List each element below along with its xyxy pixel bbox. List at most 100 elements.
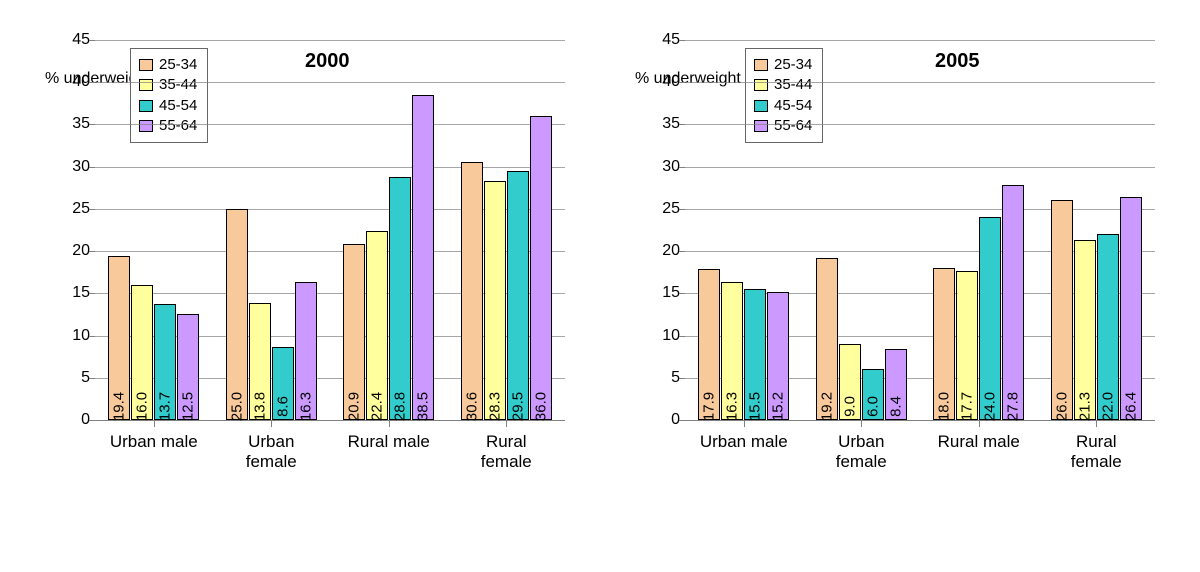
bar-value-label: 27.8 xyxy=(1005,392,1022,421)
bar-group: 30.628.329.536.0Ruralfemale xyxy=(460,116,552,420)
bar-value-label: 19.2 xyxy=(818,392,835,421)
bar-group: 19.416.013.712.5Urban male xyxy=(108,256,200,420)
bar: 13.7 xyxy=(154,304,176,420)
ytick-label: 0 xyxy=(655,411,680,429)
bar: 19.4 xyxy=(108,256,130,420)
bar: 26.0 xyxy=(1051,200,1073,420)
xtick-mark xyxy=(861,420,862,427)
panel-2000: % underweight200025-3435-4445-5455-64051… xyxy=(25,20,585,520)
bar-group: 25.013.88.616.3Urbanfemale xyxy=(225,209,317,420)
bar: 16.0 xyxy=(131,285,153,420)
bar-group: 26.021.322.026.4Ruralfemale xyxy=(1050,197,1142,420)
ytick-label: 45 xyxy=(655,31,680,49)
bar-value-label: 30.6 xyxy=(463,392,480,421)
ytick-mark xyxy=(89,420,95,421)
bar-value-label: 9.0 xyxy=(841,396,858,417)
bar-value-label: 28.3 xyxy=(486,392,503,421)
bar-value-label: 16.0 xyxy=(134,392,151,421)
bar: 25.0 xyxy=(226,209,248,420)
xtick-mark xyxy=(1096,420,1097,427)
bar: 28.3 xyxy=(484,181,506,420)
xtick-label: Ruralfemale xyxy=(1036,432,1156,471)
bar-group: 18.017.724.027.8Rural male xyxy=(933,185,1025,420)
bar: 16.3 xyxy=(295,282,317,420)
bar: 17.7 xyxy=(956,271,978,420)
ytick-label: 15 xyxy=(655,284,680,302)
plot-area: 05101520253035404517.916.315.515.2Urban … xyxy=(685,40,1155,421)
bar: 28.8 xyxy=(389,177,411,420)
bar-value-label: 16.3 xyxy=(724,392,741,421)
bar: 9.0 xyxy=(839,344,861,420)
bar: 12.5 xyxy=(177,314,199,420)
bar-value-label: 12.5 xyxy=(180,392,197,421)
ytick-label: 25 xyxy=(655,200,680,218)
bar-value-label: 28.8 xyxy=(392,392,409,421)
ytick-label: 5 xyxy=(65,369,90,387)
ytick-label: 35 xyxy=(655,115,680,133)
bar-value-label: 13.7 xyxy=(157,392,174,421)
ytick-label: 0 xyxy=(65,411,90,429)
ytick-label: 5 xyxy=(655,369,680,387)
bar: 36.0 xyxy=(530,116,552,420)
bar-value-label: 16.3 xyxy=(297,392,314,421)
bar-value-label: 26.0 xyxy=(1053,392,1070,421)
bar-value-label: 25.0 xyxy=(228,392,245,421)
bar: 15.5 xyxy=(744,289,766,420)
bar-groups: 19.416.013.712.5Urban male25.013.88.616.… xyxy=(95,40,565,420)
xtick-label: Ruralfemale xyxy=(446,432,566,471)
bar-value-label: 19.4 xyxy=(111,392,128,421)
bar-value-label: 8.4 xyxy=(887,396,904,417)
bar: 21.3 xyxy=(1074,240,1096,420)
xtick-mark xyxy=(271,420,272,427)
bar-value-label: 38.5 xyxy=(415,392,432,421)
plot-area: 05101520253035404519.416.013.712.5Urban … xyxy=(95,40,565,421)
ytick-label: 40 xyxy=(65,73,90,91)
xtick-mark xyxy=(154,420,155,427)
bar-value-label: 15.5 xyxy=(747,392,764,421)
ytick-label: 40 xyxy=(655,73,680,91)
xtick-label: Urbanfemale xyxy=(801,432,921,471)
ytick-label: 10 xyxy=(65,327,90,345)
bar-value-label: 18.0 xyxy=(936,392,953,421)
xtick-mark xyxy=(389,420,390,427)
bar-value-label: 17.9 xyxy=(701,392,718,421)
bar-value-label: 22.0 xyxy=(1099,392,1116,421)
xtick-label: Urbanfemale xyxy=(211,432,331,471)
bar: 15.2 xyxy=(767,292,789,420)
bar: 27.8 xyxy=(1002,185,1024,420)
xtick-label: Urban male xyxy=(94,432,214,452)
xtick-label: Rural male xyxy=(329,432,449,452)
bar-value-label: 15.2 xyxy=(770,392,787,421)
bar-value-label: 29.5 xyxy=(509,392,526,421)
ytick-label: 30 xyxy=(65,158,90,176)
ytick-label: 35 xyxy=(65,115,90,133)
ytick-label: 20 xyxy=(655,242,680,260)
bar: 13.8 xyxy=(249,303,271,420)
bar: 38.5 xyxy=(412,95,434,420)
bar: 8.4 xyxy=(885,349,907,420)
bar-value-label: 8.6 xyxy=(274,396,291,417)
figure: % underweight200025-3435-4445-5455-64051… xyxy=(0,0,1200,572)
ytick-mark xyxy=(679,420,685,421)
ytick-label: 15 xyxy=(65,284,90,302)
bar: 29.5 xyxy=(507,171,529,420)
panel-2005: % underweight200525-3435-4445-5455-64051… xyxy=(615,20,1175,520)
xtick-mark xyxy=(506,420,507,427)
bar: 24.0 xyxy=(979,217,1001,420)
bar-group: 20.922.428.838.5Rural male xyxy=(343,95,435,420)
bar-value-label: 36.0 xyxy=(532,392,549,421)
bar-value-label: 24.0 xyxy=(982,392,999,421)
bar-value-label: 26.4 xyxy=(1122,392,1139,421)
bar: 6.0 xyxy=(862,369,884,420)
bar: 22.4 xyxy=(366,231,388,420)
bar: 20.9 xyxy=(343,244,365,420)
ytick-label: 45 xyxy=(65,31,90,49)
ytick-label: 10 xyxy=(655,327,680,345)
bar: 8.6 xyxy=(272,347,294,420)
bar-value-label: 6.0 xyxy=(864,396,881,417)
bar-value-label: 20.9 xyxy=(346,392,363,421)
bar-group: 19.29.06.08.4Urbanfemale xyxy=(815,258,907,420)
bar: 16.3 xyxy=(721,282,743,420)
bar: 17.9 xyxy=(698,269,720,420)
bar-value-label: 21.3 xyxy=(1076,392,1093,421)
